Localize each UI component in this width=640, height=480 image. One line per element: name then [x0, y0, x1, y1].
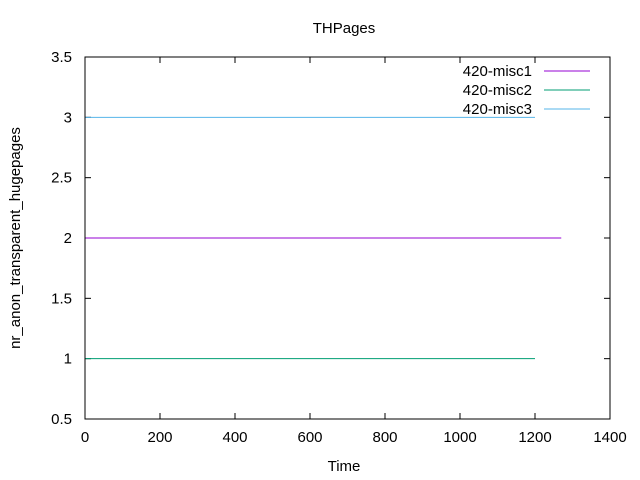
y-axis-label: nr_anon_transparent_hugepages [7, 127, 24, 349]
x-tick-label: 200 [147, 429, 172, 446]
y-tick-label: 3.5 [51, 49, 72, 66]
series-lines [85, 116, 562, 360]
legend-label: 420-misc2 [463, 82, 532, 99]
chart-title: THPages [313, 20, 376, 37]
legend-label: 420-misc1 [463, 63, 532, 80]
legend-label: 420-misc3 [463, 101, 532, 118]
y-tick-label: 1.5 [51, 290, 72, 307]
plot-frame [84, 56, 611, 420]
x-tick-label: 600 [297, 429, 322, 446]
x-tick-label: 800 [372, 429, 397, 446]
x-tick-label: 400 [222, 429, 247, 446]
y-tick-label: 0.5 [51, 411, 72, 428]
y-tick-label: 2.5 [51, 170, 72, 187]
y-tick-label: 1 [64, 351, 72, 368]
x-tick-label: 1200 [518, 429, 551, 446]
y-tick-label: 3 [64, 109, 72, 126]
x-tick-label: 1400 [593, 429, 626, 446]
x-axis-ticks: 0 200 400 600 800 1000 1200 1400 [81, 57, 627, 446]
y-tick-label: 2 [64, 230, 72, 247]
x-tick-label: 1000 [443, 429, 476, 446]
x-axis-label: Time [328, 458, 361, 475]
x-tick-label: 0 [81, 429, 89, 446]
legend: 420-misc1 420-misc2 420-misc3 [463, 63, 590, 118]
